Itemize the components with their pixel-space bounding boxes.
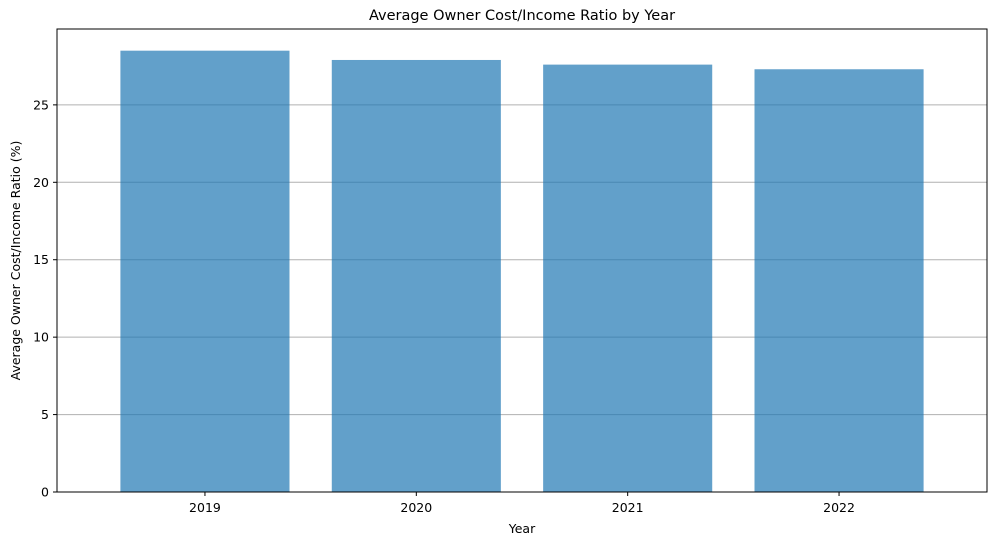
x-tick-label: 2021	[612, 500, 644, 515]
x-axis: 2019 2020 2021 2022	[189, 492, 855, 515]
x-tick-label: 2020	[400, 500, 432, 515]
x-axis-title: Year	[508, 521, 536, 536]
plot-frame	[56, 28, 988, 493]
y-axis-title: Average Owner Cost/Income Ratio (%)	[8, 141, 23, 381]
chart-title: Average Owner Cost/Income Ratio by Year	[369, 8, 675, 24]
y-tick-label: 5	[41, 407, 49, 422]
y-tick-label: 0	[41, 485, 49, 500]
x-tick-label: 2022	[823, 500, 855, 515]
bars	[120, 50, 924, 493]
y-tick-label: 10	[33, 330, 49, 345]
bar-2020	[331, 59, 501, 492]
y-tick-label: 15	[33, 252, 49, 267]
bar-2021	[543, 64, 713, 492]
y-axis: 0 5 10 15 20 25	[33, 97, 57, 500]
x-tick-label: 2019	[189, 500, 221, 515]
bar-2019	[120, 50, 290, 493]
y-tick-label: 20	[33, 175, 49, 190]
y-tick-label: 25	[33, 97, 49, 112]
bar-2022	[754, 69, 924, 493]
